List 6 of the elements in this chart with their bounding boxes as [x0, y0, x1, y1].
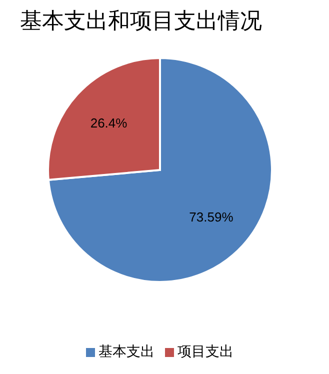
legend-label: 基本支出 — [98, 343, 154, 359]
data-label: 26.4% — [90, 116, 128, 131]
data-label: 73.59% — [189, 209, 234, 224]
legend-label: 项目支出 — [178, 343, 234, 359]
chart-title: 基本支出和项目支出情况 — [20, 8, 262, 36]
pie-slice — [47, 57, 273, 283]
